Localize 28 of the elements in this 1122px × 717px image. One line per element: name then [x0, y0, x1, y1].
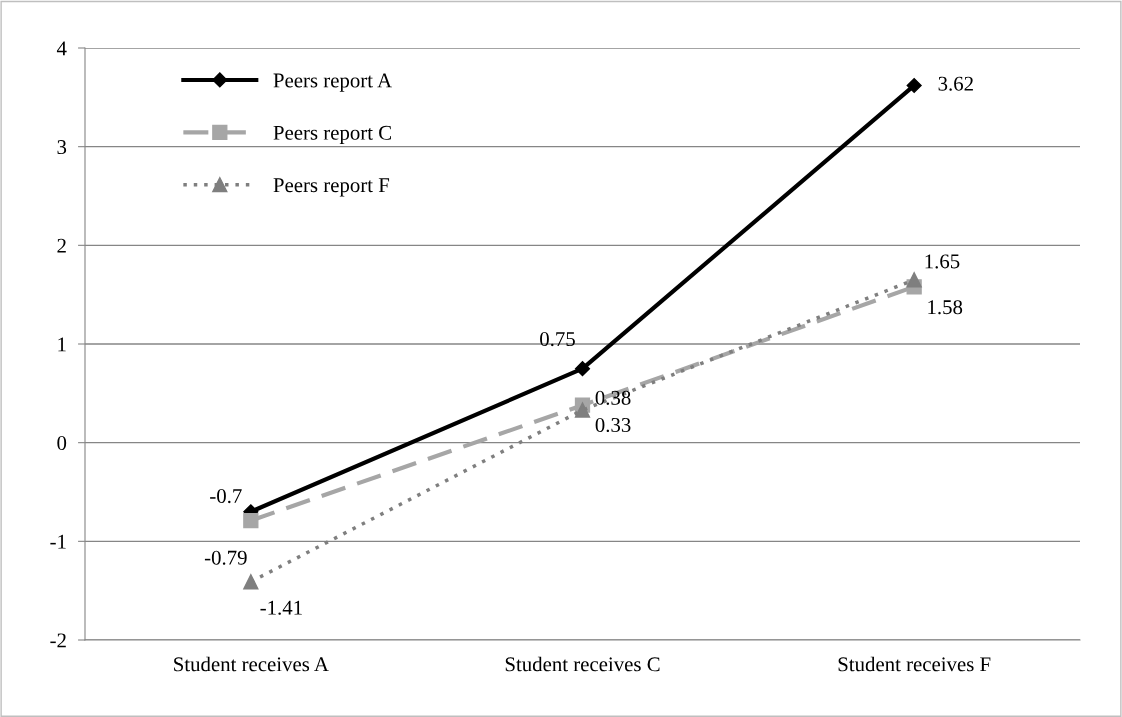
- data-label: -0.79: [204, 550, 247, 565]
- y-tick-label: -2: [50, 633, 66, 648]
- y-tick-label: 3: [57, 140, 67, 155]
- data-label: 0.75: [540, 332, 575, 347]
- point: [906, 272, 922, 288]
- point: [243, 574, 259, 590]
- y-tick-label: -1: [50, 534, 66, 549]
- legend-label: Peers report C: [273, 125, 391, 145]
- x-tick-label: Student receives C: [505, 656, 660, 672]
- data-label: -0.7: [210, 489, 242, 504]
- y-tick-label: 2: [57, 238, 66, 253]
- legend-label: Peers report F: [273, 178, 390, 197]
- legend-label: Peers report A: [273, 73, 392, 92]
- data-label: 0.33: [595, 417, 631, 433]
- point: [574, 361, 591, 377]
- data-label: 3.62: [938, 76, 973, 91]
- data-label: -1.41: [260, 600, 302, 615]
- y-tick-label: 4: [56, 41, 67, 56]
- x-tick-label: Student receives A: [174, 656, 329, 672]
- y-tick-label: 0: [57, 436, 67, 451]
- x-tick-label: Student receives F: [838, 656, 991, 672]
- point: [906, 77, 922, 94]
- point: [243, 512, 259, 529]
- data-label: 1.65: [925, 254, 960, 269]
- point: [574, 402, 591, 418]
- data-label: 1.58: [928, 300, 963, 315]
- data-label: 0.38: [595, 390, 631, 405]
- y-tick-label: 1: [58, 337, 66, 352]
